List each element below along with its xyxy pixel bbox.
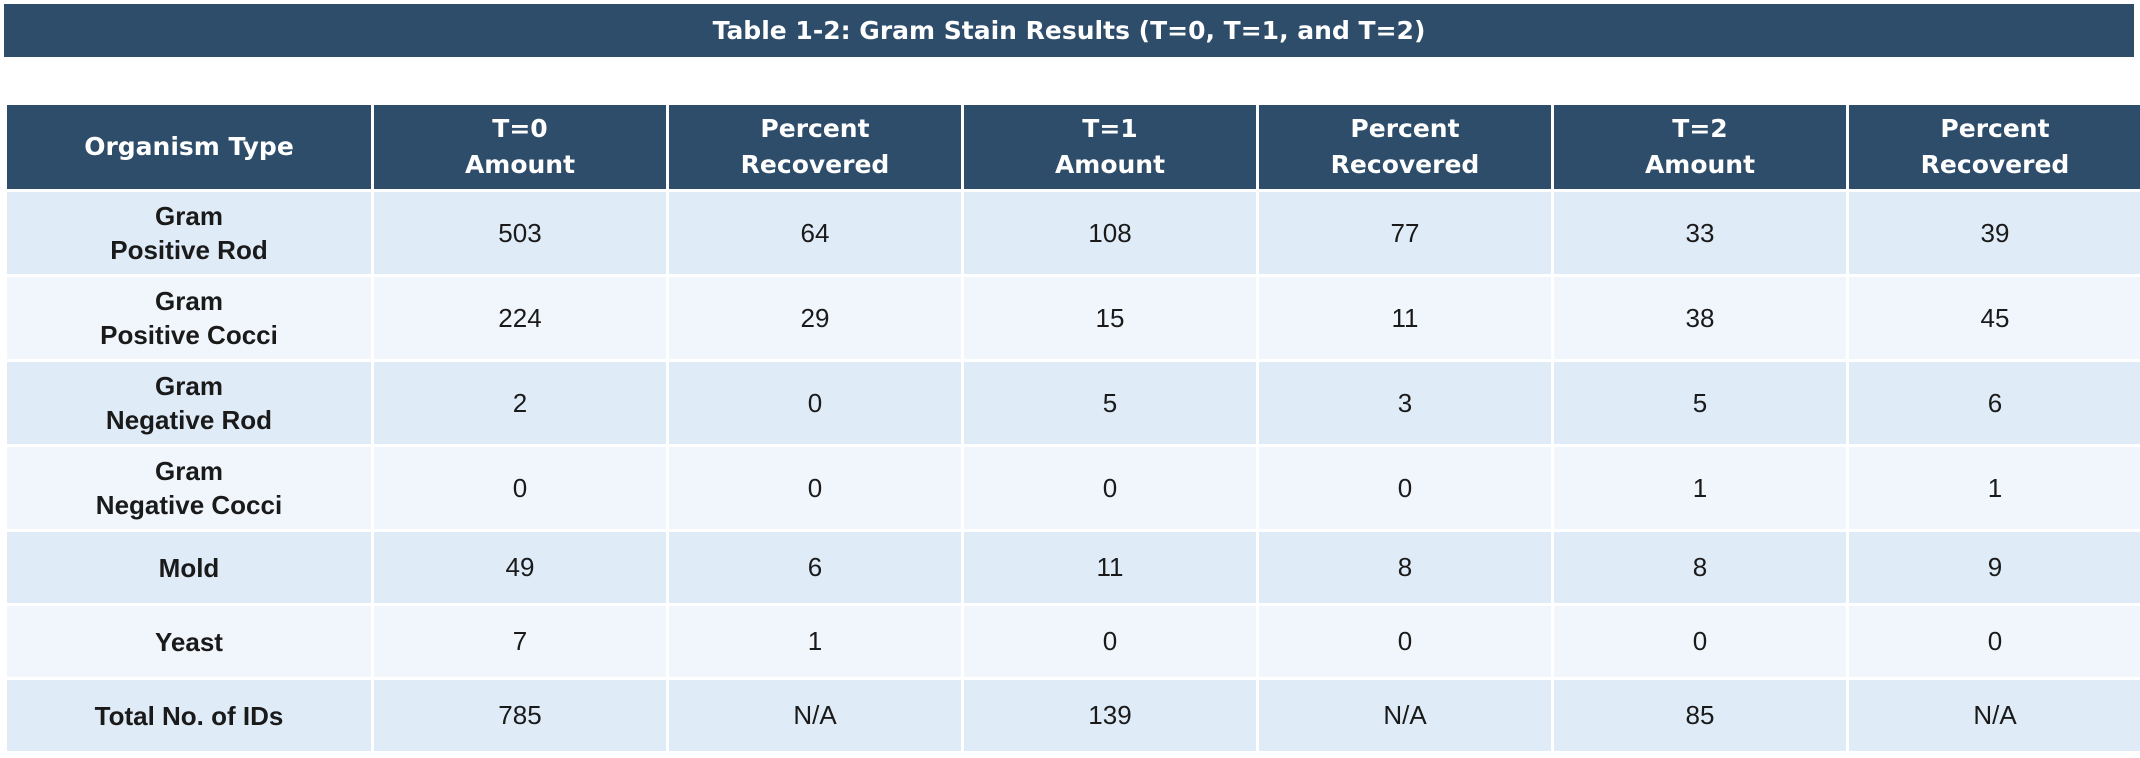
t2-amount-cell: 5 xyxy=(1554,362,1846,444)
t0-amount-cell: 224 xyxy=(374,277,666,359)
t1-amount-cell: 108 xyxy=(964,192,1256,274)
t0-amount-cell: 49 xyxy=(374,532,666,603)
organism-type-cell: Yeast xyxy=(7,606,371,677)
organism-type-cell: Total No. of IDs xyxy=(7,680,371,751)
header-label: T=2 xyxy=(1672,114,1728,143)
t1-percent-cell: 77 xyxy=(1259,192,1551,274)
organism-label: Negative Rod xyxy=(105,405,273,435)
header-t0-amount: T=0 Amount xyxy=(374,105,666,189)
t2-percent-cell: 0 xyxy=(1849,606,2140,677)
organism-label: Yeast xyxy=(155,626,223,657)
organism-label: Gram xyxy=(155,201,223,231)
t1-amount-cell: 11 xyxy=(964,532,1256,603)
t2-amount-cell: 0 xyxy=(1554,606,1846,677)
t1-percent-cell: 3 xyxy=(1259,362,1551,444)
t0-percent-cell: N/A xyxy=(669,680,961,751)
header-label: Amount xyxy=(1644,150,1756,179)
t0-amount-cell: 2 xyxy=(374,362,666,444)
t1-percent-cell: N/A xyxy=(1259,680,1551,751)
t1-amount-cell: 0 xyxy=(964,606,1256,677)
gram-stain-table: Organism Type T=0 Amount Percent Recover… xyxy=(4,102,2140,754)
t0-percent-cell: 29 xyxy=(669,277,961,359)
organism-label: Positive Rod xyxy=(110,235,268,265)
header-row: Organism Type T=0 Amount Percent Recover… xyxy=(7,105,2140,189)
t0-percent-cell: 1 xyxy=(669,606,961,677)
header-label: Percent xyxy=(1940,114,2050,143)
organism-label: Negative Cocci xyxy=(95,490,283,520)
t2-amount-cell: 1 xyxy=(1554,447,1846,529)
t1-amount-cell: 139 xyxy=(964,680,1256,751)
t2-percent-cell: 6 xyxy=(1849,362,2140,444)
t2-amount-cell: 85 xyxy=(1554,680,1846,751)
t1-percent-cell: 8 xyxy=(1259,532,1551,603)
table-title: Table 1-2: Gram Stain Results (T=0, T=1,… xyxy=(4,4,2134,57)
header-t1-amount: T=1 Amount xyxy=(964,105,1256,189)
header-label: Recovered xyxy=(740,150,890,179)
table-row-total: Total No. of IDs 785 N/A 139 N/A 85 N/A xyxy=(7,680,2140,751)
table-row: Gram Positive Cocci 224 29 15 11 38 45 xyxy=(7,277,2140,359)
header-t2-amount: T=2 Amount xyxy=(1554,105,1846,189)
organism-label: Gram xyxy=(155,371,223,401)
t1-amount-cell: 5 xyxy=(964,362,1256,444)
organism-type-cell: Gram Negative Rod xyxy=(7,362,371,444)
header-label: Amount xyxy=(464,150,576,179)
t0-amount-cell: 7 xyxy=(374,606,666,677)
table-row: Gram Positive Rod 503 64 108 77 33 39 xyxy=(7,192,2140,274)
header-t2-percent-recovered: Percent Recovered xyxy=(1849,105,2140,189)
t2-percent-cell: 9 xyxy=(1849,532,2140,603)
header-label: Percent xyxy=(1350,114,1460,143)
t2-percent-cell: N/A xyxy=(1849,680,2140,751)
header-t1-percent-recovered: Percent Recovered xyxy=(1259,105,1551,189)
organism-type-cell: Mold xyxy=(7,532,371,603)
t1-amount-cell: 0 xyxy=(964,447,1256,529)
t1-amount-cell: 15 xyxy=(964,277,1256,359)
t1-percent-cell: 0 xyxy=(1259,606,1551,677)
t2-amount-cell: 8 xyxy=(1554,532,1846,603)
t0-amount-cell: 503 xyxy=(374,192,666,274)
t2-percent-cell: 39 xyxy=(1849,192,2140,274)
organism-label: Total No. of IDs xyxy=(94,700,284,731)
organism-label: Gram xyxy=(155,456,223,486)
t0-percent-cell: 0 xyxy=(669,447,961,529)
table-row: Gram Negative Rod 2 0 5 3 5 6 xyxy=(7,362,2140,444)
header-t0-percent-recovered: Percent Recovered xyxy=(669,105,961,189)
organism-label: Positive Cocci xyxy=(100,320,278,350)
organism-type-cell: Gram Negative Cocci xyxy=(7,447,371,529)
header-label: Recovered xyxy=(1920,150,2070,179)
table-row: Gram Negative Cocci 0 0 0 0 1 1 xyxy=(7,447,2140,529)
table-row: Mold 49 6 11 8 8 9 xyxy=(7,532,2140,603)
t2-amount-cell: 33 xyxy=(1554,192,1846,274)
header-label: Recovered xyxy=(1330,150,1480,179)
t0-amount-cell: 0 xyxy=(374,447,666,529)
t2-percent-cell: 45 xyxy=(1849,277,2140,359)
organism-label: Mold xyxy=(158,552,220,583)
t0-percent-cell: 64 xyxy=(669,192,961,274)
header-label: Organism Type xyxy=(84,132,294,161)
t0-percent-cell: 0 xyxy=(669,362,961,444)
table-row: Yeast 7 1 0 0 0 0 xyxy=(7,606,2140,677)
header-label: Amount xyxy=(1054,150,1166,179)
organism-type-cell: Gram Positive Rod xyxy=(7,192,371,274)
t1-percent-cell: 0 xyxy=(1259,447,1551,529)
t2-percent-cell: 1 xyxy=(1849,447,2140,529)
t2-amount-cell: 38 xyxy=(1554,277,1846,359)
header-label: T=1 xyxy=(1082,114,1138,143)
t0-percent-cell: 6 xyxy=(669,532,961,603)
header-organism-type: Organism Type xyxy=(7,105,371,189)
t1-percent-cell: 11 xyxy=(1259,277,1551,359)
header-label: Percent xyxy=(760,114,870,143)
header-label: T=0 xyxy=(492,114,548,143)
t0-amount-cell: 785 xyxy=(374,680,666,751)
organism-type-cell: Gram Positive Cocci xyxy=(7,277,371,359)
organism-label: Gram xyxy=(155,286,223,316)
